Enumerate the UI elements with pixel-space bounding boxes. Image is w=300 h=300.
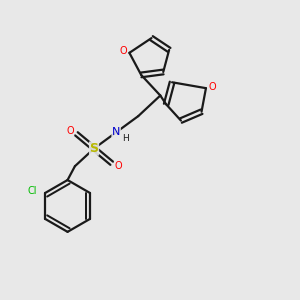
Text: O: O	[208, 82, 216, 92]
Text: O: O	[119, 46, 127, 56]
Text: O: O	[114, 161, 122, 171]
Text: H: H	[122, 134, 129, 143]
Text: N: N	[112, 127, 120, 137]
Text: S: S	[90, 142, 99, 155]
Text: O: O	[66, 126, 74, 136]
Text: Cl: Cl	[28, 186, 38, 196]
